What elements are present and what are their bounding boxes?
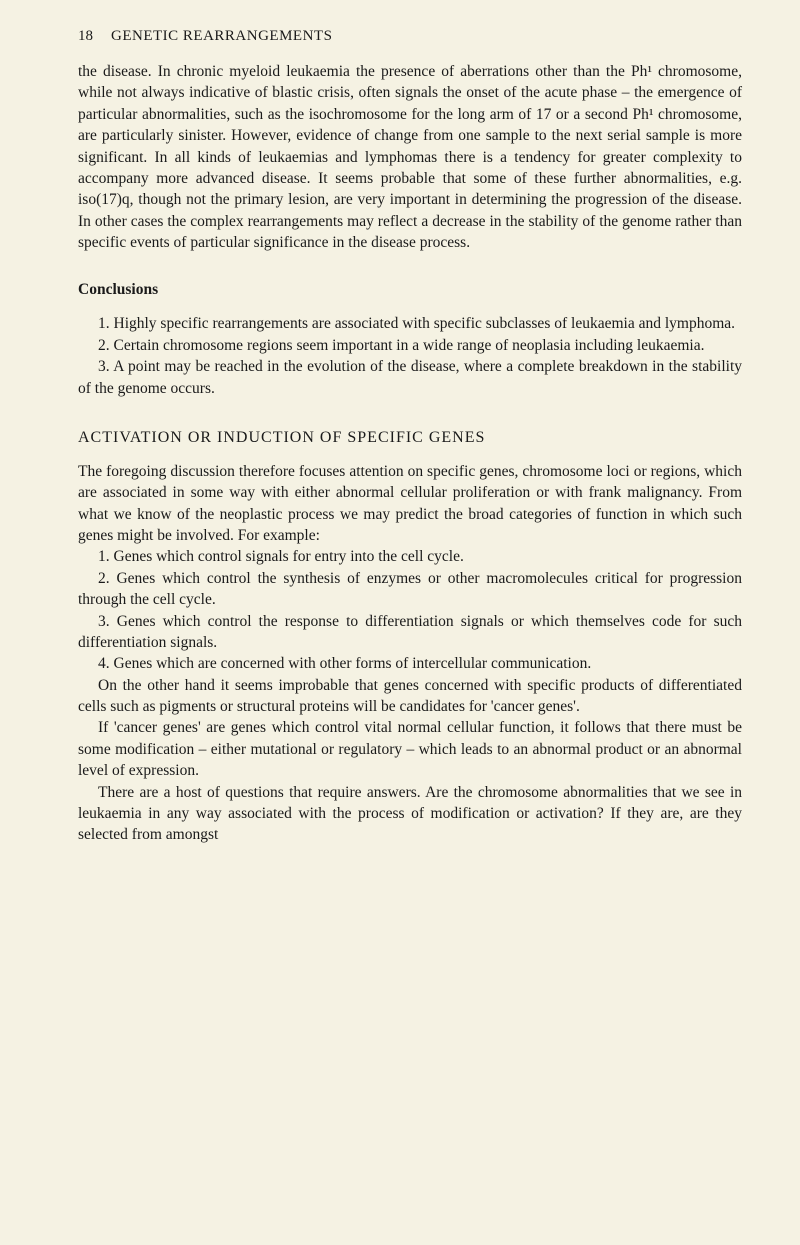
section-paragraph: 2. Genes which control the synthesis of … [78,568,742,611]
section-block: ACTIVATION OR INDUCTION OF SPECIFIC GENE… [78,429,742,846]
section-paragraph: The foregoing discussion therefore focus… [78,461,742,547]
page-number: 18 [78,28,93,45]
section-paragraph: 1. Genes which control signals for entry… [78,546,742,567]
section-paragraph: If 'cancer genes' are genes which contro… [78,717,742,781]
section-paragraph: 4. Genes which are concerned with other … [78,653,742,674]
section-paragraph: On the other hand it seems improbable th… [78,675,742,718]
conclusions-heading: Conclusions [78,281,742,299]
conclusion-item: 3. A point may be reached in the evoluti… [78,356,742,399]
section-paragraph: There are a host of questions that requi… [78,782,742,846]
running-title: GENETIC REARRANGEMENTS [111,28,332,45]
conclusions-block: Conclusions 1. Highly specific rearrange… [78,281,742,399]
intro-paragraph: the disease. In chronic myeloid leukaemi… [78,61,742,253]
section-paragraph: 3. Genes which control the response to d… [78,611,742,654]
conclusion-item: 2. Certain chromosome regions seem impor… [78,335,742,356]
section-heading: ACTIVATION OR INDUCTION OF SPECIFIC GENE… [78,429,742,447]
page-header: 18 GENETIC REARRANGEMENTS [78,28,742,45]
conclusion-item: 1. Highly specific rearrangements are as… [78,313,742,334]
